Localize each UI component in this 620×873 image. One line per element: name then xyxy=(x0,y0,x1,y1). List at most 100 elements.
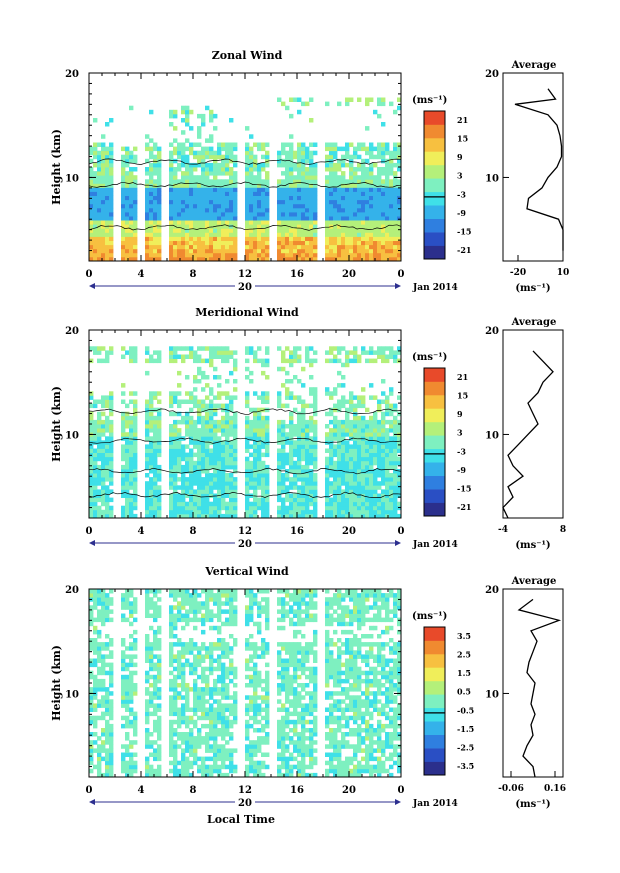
heatmap-cell xyxy=(193,379,198,384)
heatmap-cell xyxy=(377,171,382,176)
heatmap-cell xyxy=(385,236,390,241)
heatmap-cell xyxy=(133,256,138,262)
heatmap-cell xyxy=(185,764,190,770)
heatmap-cell xyxy=(257,456,262,462)
heatmap-cell xyxy=(245,199,250,205)
heatmap-cell xyxy=(209,154,214,160)
heatmap-cell xyxy=(97,195,102,201)
heatmap-cell xyxy=(201,509,206,515)
heatmap-cell xyxy=(325,244,330,250)
heatmap-cell xyxy=(285,370,290,376)
heatmap-cell xyxy=(157,728,162,733)
heatmap-cell xyxy=(229,432,234,437)
heatmap-cell xyxy=(177,248,182,254)
heatmap-cell xyxy=(245,162,250,168)
heatmap-cell xyxy=(265,489,270,494)
heatmap-cell xyxy=(353,354,358,359)
heatmap-cell xyxy=(97,756,102,762)
heatmap-cell xyxy=(345,428,350,433)
heatmap-cell xyxy=(185,183,190,188)
heatmap-cell xyxy=(253,183,258,188)
unit-label: (ms⁻¹) xyxy=(412,95,447,106)
heatmap-cell xyxy=(89,187,94,192)
heatmap-cell xyxy=(389,158,394,164)
heatmap-cell xyxy=(281,232,286,237)
heatmap-cell xyxy=(181,150,186,156)
heatmap-cell xyxy=(277,403,282,409)
heatmap-cell xyxy=(157,687,162,692)
heatmap-cell xyxy=(105,444,110,449)
heatmap-cell xyxy=(109,350,114,355)
heatmap-cell xyxy=(169,477,174,482)
heatmap-cell xyxy=(341,428,346,433)
heatmap-cell xyxy=(185,228,190,233)
heatmap-cell xyxy=(129,509,134,515)
heatmap-cell xyxy=(133,670,138,676)
heatmap-cell xyxy=(345,501,350,507)
heatmap-cell xyxy=(149,391,154,396)
heatmap-cell xyxy=(305,175,310,180)
colorbar-tick-label: 3 xyxy=(457,171,463,181)
heatmap-cell xyxy=(209,625,214,631)
heatmap-cell xyxy=(157,424,162,429)
heatmap-cell xyxy=(145,167,150,172)
heatmap-cell xyxy=(169,678,174,684)
heatmap-cell xyxy=(389,187,394,192)
heatmap-cell xyxy=(133,489,138,494)
heatmap-cell xyxy=(301,448,306,453)
heatmap-cell xyxy=(125,175,130,180)
heatmap-cell xyxy=(229,440,234,445)
heatmap-cell xyxy=(393,436,398,441)
heatmap-cell xyxy=(105,248,110,254)
heatmap-cell xyxy=(201,642,206,647)
heatmap-cell xyxy=(329,256,334,262)
heatmap-cell xyxy=(345,493,350,498)
heatmap-cell xyxy=(177,736,182,741)
heatmap-cell xyxy=(393,415,398,421)
colorbar-swatch xyxy=(424,435,445,450)
heatmap-cell xyxy=(369,199,374,205)
heatmap-cell xyxy=(153,605,158,610)
heatmap-cell xyxy=(393,187,398,192)
heatmap-cell xyxy=(377,464,382,470)
heatmap-cell xyxy=(181,142,186,147)
heatmap-cell xyxy=(381,167,386,172)
heatmap-cell xyxy=(285,171,290,176)
heatmap-cell xyxy=(157,485,162,490)
heatmap-cell xyxy=(381,158,386,164)
heatmap-cell xyxy=(145,370,150,376)
heatmap-cell xyxy=(185,432,190,437)
heatmap-cell xyxy=(101,171,106,176)
heatmap-cell xyxy=(397,252,402,258)
heatmap-cell xyxy=(201,711,206,717)
heatmap-cell xyxy=(129,605,134,610)
heatmap-cell xyxy=(377,509,382,515)
heatmap-cell xyxy=(213,646,218,651)
heatmap-cell xyxy=(333,419,338,425)
heatmap-cell xyxy=(277,391,282,396)
heatmap-cell xyxy=(149,195,154,201)
heatmap-cell xyxy=(177,383,182,388)
heatmap-cell xyxy=(249,428,254,433)
heatmap-cell xyxy=(353,460,358,466)
heatmap-cell xyxy=(109,162,114,168)
heatmap-cell xyxy=(217,485,222,490)
heatmap-cell xyxy=(225,501,230,507)
heatmap-cell xyxy=(333,248,338,254)
heatmap-cell xyxy=(197,469,202,474)
heatmap-cell xyxy=(217,601,222,606)
heatmap-cell xyxy=(121,666,126,672)
heatmap-cell xyxy=(233,199,238,205)
heatmap-cell xyxy=(173,497,178,503)
heatmap-cell xyxy=(361,142,366,147)
heatmap-cell xyxy=(201,203,206,209)
heatmap-cell xyxy=(277,216,282,221)
heatmap-cell xyxy=(125,424,130,429)
heatmap-cell xyxy=(93,224,98,229)
heatmap-cell xyxy=(93,505,98,511)
heatmap-cell xyxy=(201,436,206,441)
heatmap-cell xyxy=(189,760,194,766)
heatmap-cell xyxy=(309,358,314,364)
heatmap-cell xyxy=(145,674,150,680)
heatmap-cell xyxy=(385,505,390,511)
